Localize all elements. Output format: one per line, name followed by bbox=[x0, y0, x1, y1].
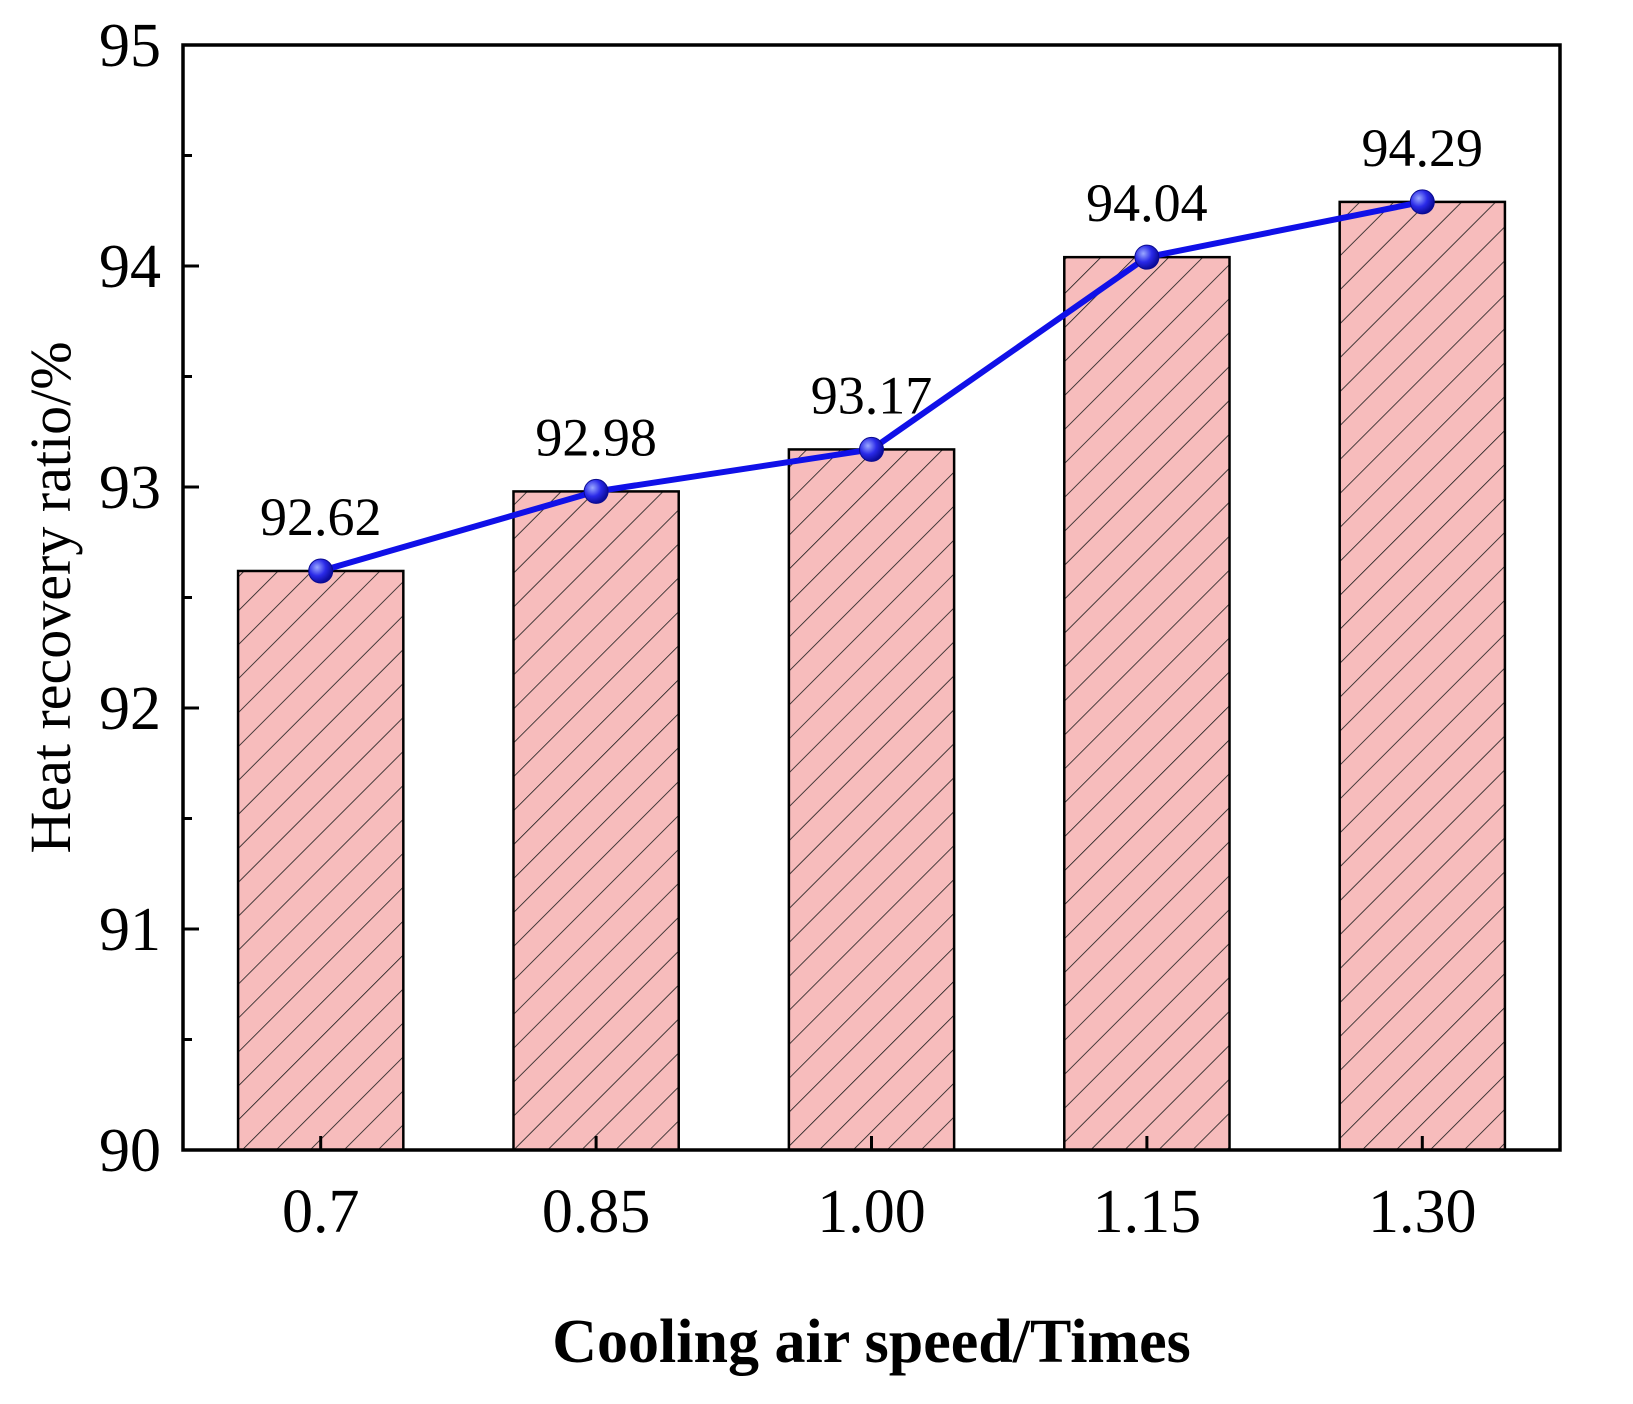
x-axis-title: Cooling air speed/Times bbox=[552, 1308, 1190, 1376]
x-tick-label: 1.00 bbox=[817, 1178, 926, 1246]
x-tick-label: 1.30 bbox=[1368, 1178, 1477, 1246]
bar-series bbox=[236, 200, 1507, 1152]
data-labels: 92.62 92.98 93.17 94.04 94.29 bbox=[260, 118, 1483, 547]
line-markers bbox=[308, 189, 1435, 584]
marker-0.7 bbox=[308, 558, 334, 584]
y-axis-title: Heat recovery ratio/% bbox=[18, 341, 83, 853]
y-tick-label: 90 bbox=[99, 1117, 161, 1185]
y-axis-ticks: 90 91 92 93 94 95 bbox=[99, 12, 199, 1185]
bar-0.7 bbox=[236, 569, 405, 1152]
data-label-1.00: 93.17 bbox=[811, 365, 933, 425]
data-label-0.7: 92.62 bbox=[260, 487, 382, 547]
x-tick-label: 0.85 bbox=[542, 1178, 651, 1246]
y-tick-label: 95 bbox=[99, 12, 161, 80]
y-tick-label: 91 bbox=[99, 896, 161, 964]
bar-0.85 bbox=[512, 490, 680, 1152]
y-tick-label: 94 bbox=[99, 233, 161, 301]
marker-1.30 bbox=[1409, 189, 1435, 215]
x-axis-ticks: 0.7 0.85 1.00 1.15 1.30 bbox=[282, 1136, 1477, 1246]
bar-1.15 bbox=[1063, 255, 1231, 1152]
y-tick-label: 93 bbox=[99, 454, 161, 522]
marker-0.85 bbox=[583, 478, 609, 504]
x-tick-label: 1.15 bbox=[1093, 1178, 1202, 1246]
data-label-0.85: 92.98 bbox=[535, 407, 657, 467]
y-tick-label: 92 bbox=[99, 675, 161, 743]
x-tick-label: 0.7 bbox=[282, 1178, 360, 1246]
data-label-1.15: 94.04 bbox=[1086, 173, 1208, 233]
marker-1.00 bbox=[859, 436, 884, 462]
bar-1.30 bbox=[1338, 200, 1507, 1152]
data-label-1.30: 94.29 bbox=[1362, 118, 1484, 178]
bar-1.00 bbox=[787, 448, 956, 1152]
axes: 90 91 92 93 94 95 0.7 0.85 1.00 1.15 1.30 bbox=[99, 12, 1562, 1246]
marker-1.15 bbox=[1134, 244, 1160, 270]
